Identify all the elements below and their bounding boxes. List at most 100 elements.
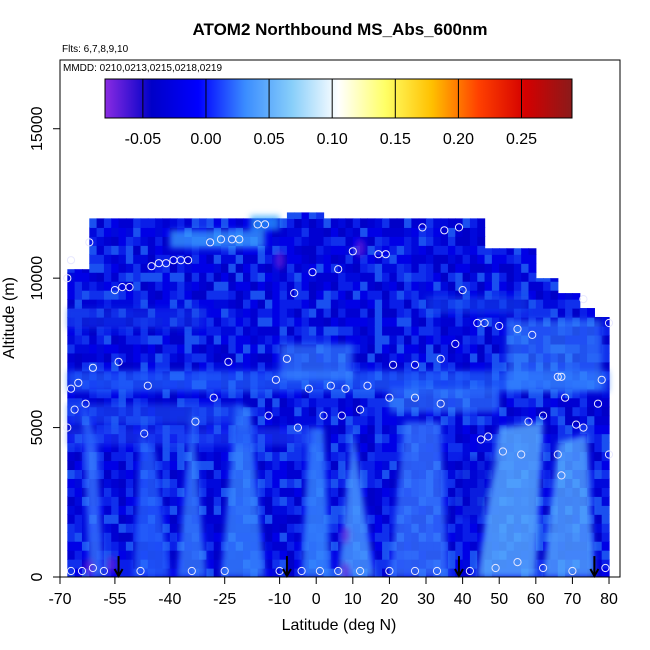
- sample-point: [290, 289, 299, 298]
- x-tick-label: 0: [312, 591, 321, 608]
- sample-point: [334, 566, 343, 576]
- sample-point: [293, 423, 302, 432]
- y-tick-label: 10000: [29, 256, 46, 301]
- sample-point: [99, 566, 109, 576]
- sample-point: [553, 372, 562, 381]
- sample-point: [209, 393, 218, 402]
- sample-point: [348, 247, 357, 256]
- heatmap-field: [67, 212, 610, 577]
- sample-point: [568, 566, 577, 576]
- sample-point: [451, 339, 460, 348]
- x-tick-label: -55: [103, 591, 126, 608]
- colorbar: -0.05 0.00 0.05 0.10 0.15 0.20 0.25: [104, 78, 573, 148]
- sample-point: [528, 330, 537, 339]
- sample-point: [125, 283, 134, 292]
- colorbar-tick-label: 0.05: [254, 131, 285, 148]
- sample-point: [454, 223, 464, 232]
- sample-point: [147, 262, 156, 271]
- colorbar-tick-label: 0.15: [380, 131, 411, 148]
- sample-point: [363, 381, 372, 390]
- colorbar-gradient: [104, 78, 573, 119]
- flights-label: Flts: 6,7,8,9,10: [62, 44, 129, 55]
- x-tick-label: 30: [417, 591, 435, 608]
- colorbar-tick-label: 0.20: [443, 131, 474, 148]
- sample-point: [66, 256, 76, 265]
- sample-point: [539, 411, 548, 420]
- sample-point: [63, 423, 72, 432]
- sample-points: [63, 220, 614, 576]
- x-tick-label: 60: [527, 591, 545, 608]
- sample-point: [356, 566, 365, 576]
- sample-point: [524, 417, 533, 426]
- sample-point: [85, 238, 94, 247]
- y-axis: 0 5000 10000 15000: [29, 106, 60, 581]
- sample-point: [381, 250, 390, 259]
- sample-point: [465, 566, 474, 576]
- sample-point: [601, 563, 610, 573]
- arrow-marker: [113, 556, 124, 579]
- sample-point: [513, 324, 522, 334]
- sample-point: [143, 381, 152, 390]
- sample-point: [271, 375, 280, 384]
- arrow-marker: [282, 556, 292, 579]
- sample-point: [436, 399, 445, 408]
- sample-point: [224, 357, 233, 366]
- sample-point: [184, 256, 193, 265]
- x-tick-label: -40: [158, 591, 181, 608]
- sample-point: [604, 318, 614, 328]
- sample-point: [308, 268, 317, 277]
- x-tick-label: 40: [454, 591, 472, 608]
- sample-point: [216, 235, 226, 244]
- sample-point: [191, 417, 200, 426]
- colorbar-tick-label: 0.00: [190, 131, 221, 148]
- sample-point: [341, 384, 350, 393]
- sample-point: [315, 566, 324, 576]
- sample-point: [282, 354, 291, 363]
- sample-point: [476, 435, 485, 444]
- sample-point: [66, 566, 76, 576]
- sample-point: [418, 223, 427, 232]
- sample-point: [77, 566, 87, 576]
- sample-point: [491, 563, 500, 573]
- sample-point: [557, 372, 566, 381]
- arrow-markers: [113, 556, 600, 579]
- sample-point: [88, 363, 98, 372]
- sample-point: [436, 354, 445, 363]
- sample-point: [140, 429, 149, 438]
- sample-point: [334, 265, 343, 274]
- sample-point: [319, 411, 328, 420]
- arrow-marker: [589, 556, 600, 579]
- arrow-marker: [454, 556, 464, 579]
- x-axis: -70 -55 -40 -25 -10 0 10 20 30 40 50 60 70 80: [48, 576, 618, 608]
- colorbar-tick-label: 0.25: [506, 131, 537, 148]
- sample-point: [553, 450, 562, 459]
- sample-point: [557, 471, 566, 480]
- sample-point: [593, 399, 603, 408]
- y-tick-label: 5000: [29, 410, 46, 446]
- sample-point: [389, 360, 398, 369]
- sample-point: [162, 259, 171, 268]
- sample-point: [110, 286, 120, 295]
- sample-point: [432, 566, 442, 576]
- sample-point: [513, 558, 522, 567]
- sample-point: [604, 450, 614, 459]
- y-axis-label: Altitude (m): [1, 277, 18, 359]
- x-tick-label: 80: [600, 591, 618, 608]
- x-tick-label: 50: [490, 591, 508, 608]
- sample-point: [81, 399, 90, 408]
- chart-title: ATOM2 Northbound MS_Abs_600nm: [192, 20, 487, 39]
- sample-point: [410, 360, 420, 369]
- sample-point: [74, 378, 83, 387]
- sample-point: [297, 566, 306, 576]
- sample-point: [136, 566, 145, 576]
- x-tick-label: 20: [381, 591, 399, 608]
- sample-point: [356, 405, 365, 414]
- sample-point: [187, 566, 196, 576]
- sample-point: [410, 393, 420, 402]
- sample-point: [410, 566, 420, 576]
- sample-point: [70, 405, 79, 414]
- sample-point: [561, 393, 570, 402]
- sample-point: [304, 384, 313, 393]
- x-axis-label: Latitude (deg N): [282, 617, 397, 634]
- sample-point: [597, 375, 606, 384]
